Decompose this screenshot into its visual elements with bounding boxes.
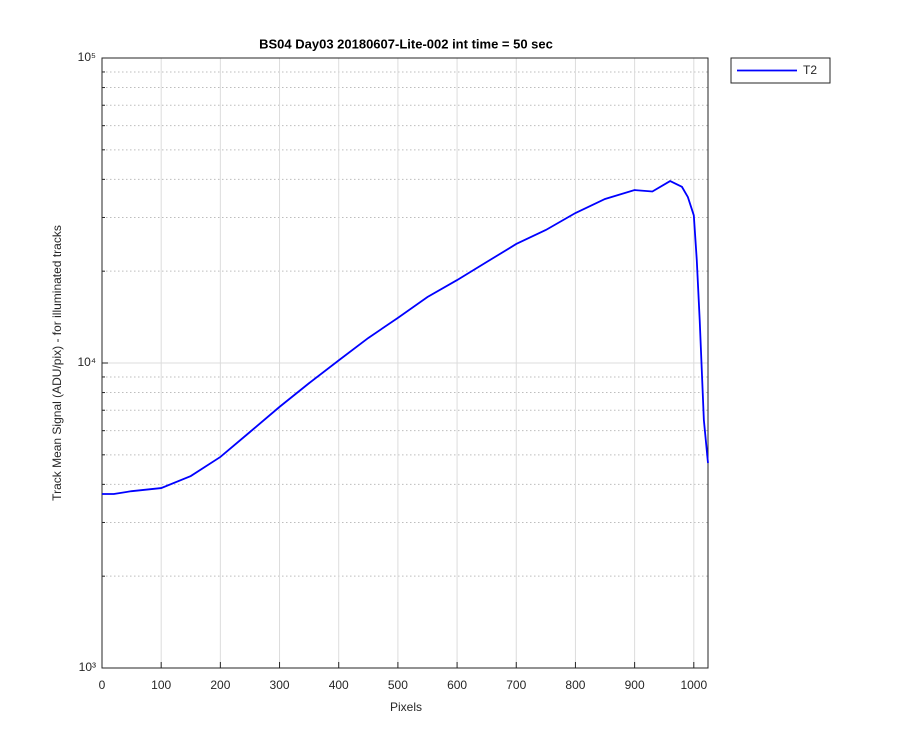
x-axis-label: Pixels: [390, 700, 422, 714]
x-tick-label: 600: [447, 678, 467, 692]
y-tick-label: 10⁵: [78, 50, 96, 64]
y-tick-label: 10⁴: [77, 355, 96, 369]
x-tick-label: 900: [625, 678, 645, 692]
y-tick-label: 10³: [79, 660, 96, 674]
x-tick-label: 400: [329, 678, 349, 692]
x-tick-label: 800: [565, 678, 585, 692]
y-axis-label: Track Mean Signal (ADU/pix) - for illumi…: [50, 225, 64, 501]
legend-label: T2: [803, 63, 817, 77]
x-tick-label: 0: [99, 678, 106, 692]
x-tick-label: 1000: [680, 678, 707, 692]
x-tick-label: 300: [270, 678, 290, 692]
x-tick-label: 200: [210, 678, 230, 692]
chart-title: BS04 Day03 20180607-Lite-002 int time = …: [259, 36, 553, 51]
x-tick-label: 700: [506, 678, 526, 692]
x-tick-label: 500: [388, 678, 408, 692]
series-line: [102, 180, 709, 495]
x-tick-label: 100: [151, 678, 171, 692]
